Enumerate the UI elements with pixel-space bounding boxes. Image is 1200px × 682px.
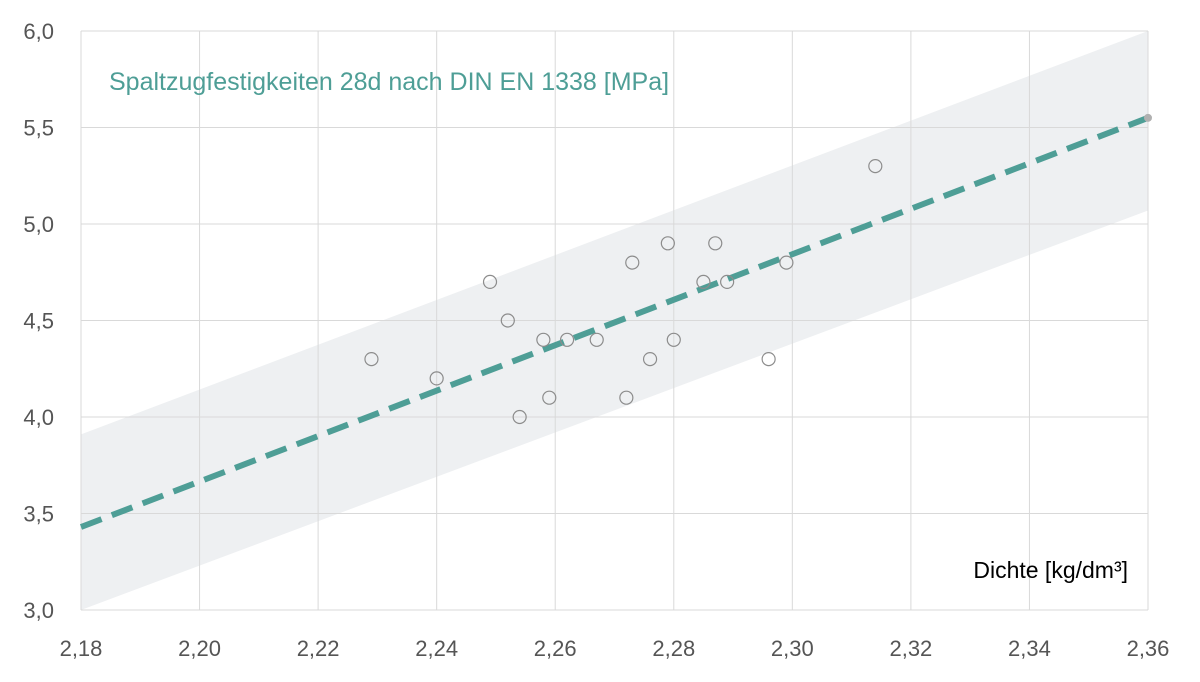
x-tick-label: 2,22	[297, 636, 340, 661]
data-point	[536, 332, 551, 347]
data-point	[642, 352, 658, 367]
x-tick-label: 2,20	[178, 636, 221, 661]
data-point	[500, 313, 515, 328]
data-point	[512, 409, 527, 425]
chart-title: Spaltzugfestigkeiten 28d nach DIN EN 133…	[109, 68, 669, 96]
data-point	[666, 332, 681, 347]
data-point	[542, 390, 557, 405]
data-point	[696, 274, 711, 289]
data-point	[589, 332, 604, 347]
y-tick-label: 3,5	[23, 502, 54, 527]
y-tick-label: 4,0	[23, 405, 54, 430]
x-tick-label: 2,28	[652, 636, 695, 661]
data-point	[868, 159, 883, 174]
data-point	[761, 352, 776, 367]
x-tick-label: 2,24	[415, 636, 458, 661]
data-point	[429, 371, 444, 386]
trend-end-marker	[1144, 113, 1152, 122]
data-point	[720, 274, 735, 289]
x-tick-label: 2,26	[534, 636, 577, 661]
trend-line	[79, 115, 1150, 530]
data-point	[779, 255, 794, 270]
y-tick-label: 3,0	[23, 598, 54, 623]
data-point	[619, 390, 634, 405]
x-axis-label: Dichte [kg/dm³]	[973, 557, 1128, 583]
data-point	[708, 236, 723, 251]
data-point	[364, 352, 379, 367]
data-point	[559, 332, 575, 347]
data-point	[482, 274, 498, 289]
y-tick-label: 6,0	[23, 19, 54, 44]
y-tick-label: 5,0	[23, 212, 54, 237]
x-tick-label: 2,30	[771, 636, 814, 661]
data-point	[625, 255, 640, 270]
x-tick-label: 2,34	[1008, 636, 1051, 661]
x-tick-label: 2,18	[60, 636, 103, 661]
data-point	[660, 236, 675, 251]
x-tick-label: 2,32	[889, 636, 932, 661]
x-tick-label: 2,36	[1127, 636, 1170, 661]
y-tick-label: 5,5	[23, 116, 54, 141]
y-tick-label: 4,5	[23, 309, 54, 334]
